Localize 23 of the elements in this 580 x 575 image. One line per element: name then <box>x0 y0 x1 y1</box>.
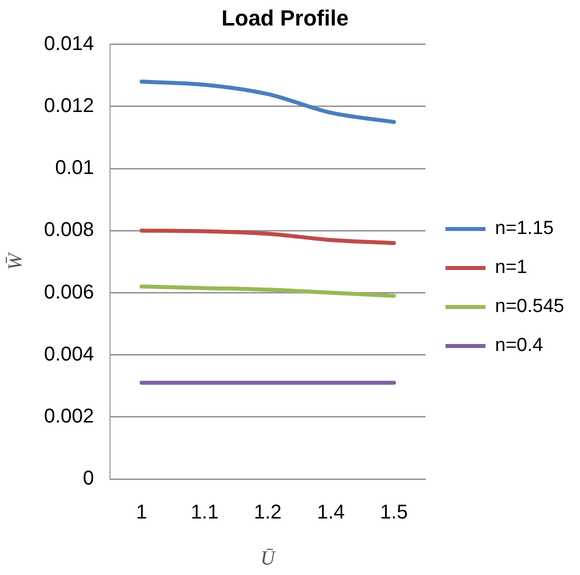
y-tick-label: 0.01 <box>55 157 94 180</box>
line-series <box>140 284 396 298</box>
y-tick-label: 0.008 <box>44 219 94 242</box>
y-tick-label: 0.014 <box>44 32 94 55</box>
y-tick-label: 0 <box>82 468 94 490</box>
x-tick-label: 1.1 <box>190 502 219 524</box>
y-axis-title: W̄ <box>4 251 26 270</box>
chart-title: Load Profile <box>221 5 349 30</box>
y-tick-label: 0.002 <box>44 405 94 428</box>
line-series <box>140 228 396 246</box>
y-tick-label: 0.012 <box>44 95 94 117</box>
legend-label: n=1 <box>495 257 528 278</box>
legend-label: n=0.4 <box>495 335 544 356</box>
x-tick-label: 1.2 <box>254 502 282 524</box>
legend-label: n=0.545 <box>495 296 564 318</box>
x-tick-label: 1 <box>136 502 148 524</box>
y-tick-label: 0.006 <box>44 281 94 304</box>
x-tick-label: 1.5 <box>380 502 408 524</box>
y-tick-label: 0.004 <box>44 343 94 366</box>
x-axis-title: Ū <box>260 547 277 570</box>
x-tick-label: 1.4 <box>316 502 345 524</box>
line-series <box>140 80 396 124</box>
legend-label: n=1.15 <box>495 218 554 240</box>
